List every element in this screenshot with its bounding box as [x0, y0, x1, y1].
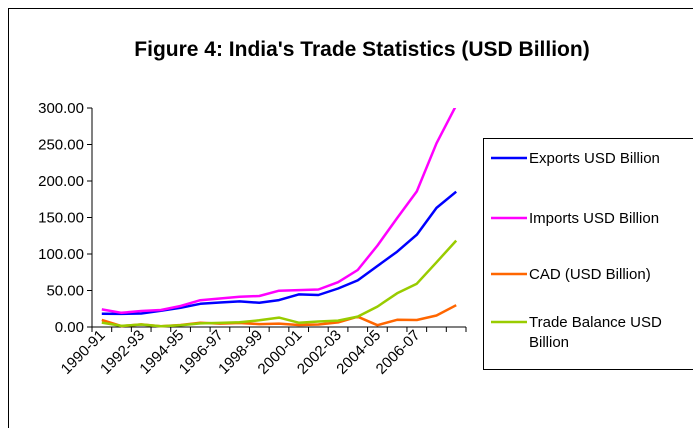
y-tick-label: 300.00	[38, 100, 84, 117]
series-line-2	[101, 108, 457, 315]
y-tick-label: 0.00	[55, 319, 84, 336]
legend: Exports USD Billion Imports USD Billion CA…	[483, 138, 693, 370]
legend-items: Exports USD Billion Imports USD Billion CA…	[491, 150, 662, 351]
legend-label: Exports USD Billion	[529, 150, 660, 167]
chart-title: Figure 4: India's Trade Statistics (USD …	[134, 38, 589, 61]
legend-label: Imports USD Billion	[529, 210, 659, 227]
series-line-4	[101, 239, 458, 328]
y-tick-label: 250.00	[38, 137, 84, 154]
legend-label: Trade Balance USD Billion	[529, 314, 662, 351]
series-lines	[101, 108, 458, 328]
legend-box	[483, 138, 693, 370]
y-tick-label: 150.00	[38, 210, 84, 227]
y-tick-label: 100.00	[38, 246, 84, 263]
y-ticks: 0.00 50.00 100.00 150.00 200.00 250.00 300.00	[38, 100, 92, 336]
y-tick-label: 50.00	[46, 283, 84, 300]
legend-label: CAD (USD Billion)	[529, 266, 651, 283]
y-tick-label: 200.00	[38, 173, 84, 190]
